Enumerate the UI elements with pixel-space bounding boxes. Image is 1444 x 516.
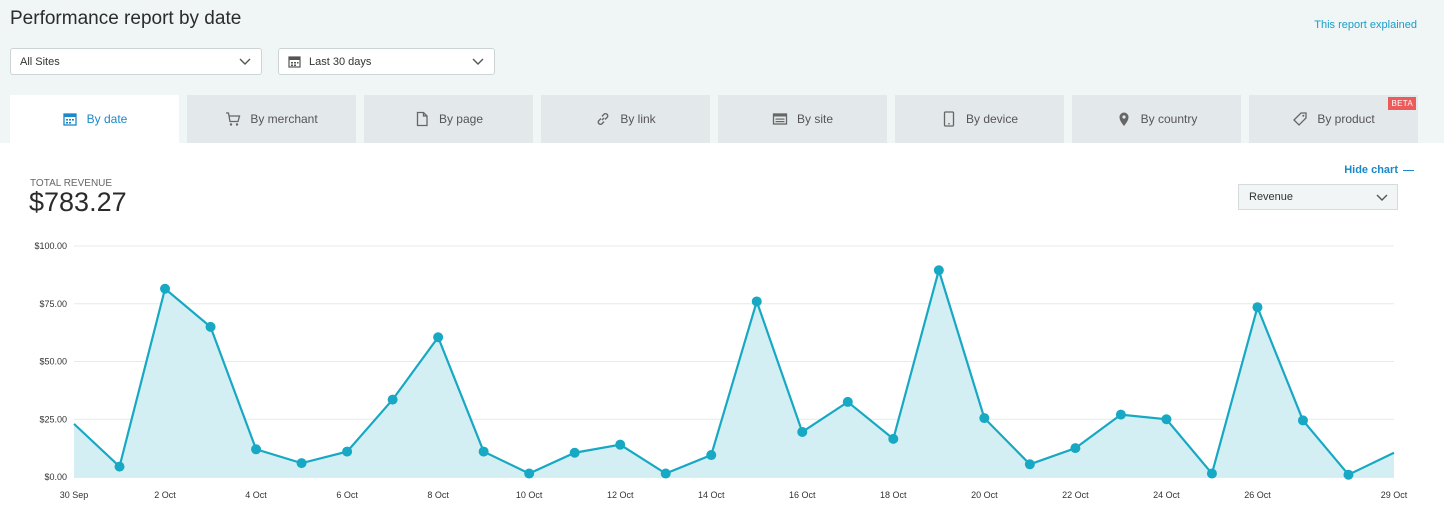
beta-badge: BETA — [1388, 97, 1416, 110]
tab-label: By page — [438, 112, 484, 126]
data-point — [296, 458, 307, 469]
report-header-area: Performance report by date This report e… — [0, 0, 1444, 143]
total-revenue-label: TOTAL REVENUE — [30, 178, 113, 189]
data-point — [933, 265, 944, 276]
data-point — [160, 283, 171, 294]
site-icon — [772, 113, 788, 125]
data-point — [387, 394, 398, 405]
metric-dropdown[interactable]: Revenue — [1238, 184, 1398, 210]
x-tick-label: 4 Oct — [245, 490, 267, 500]
data-point — [797, 426, 808, 437]
minus-icon — [1403, 170, 1414, 171]
tab-by-country[interactable]: By country — [1072, 95, 1241, 143]
page-icon — [416, 111, 428, 127]
data-point — [342, 446, 353, 457]
data-point — [979, 413, 990, 424]
data-point — [1161, 414, 1172, 425]
y-tick-label: $100.00 — [34, 241, 67, 251]
date-range-dropdown[interactable]: Last 30 days — [278, 48, 495, 75]
total-revenue-value: $783.27 — [29, 187, 127, 217]
date-range-value: Last 30 days — [309, 55, 372, 68]
report-explained-link[interactable]: This report explained — [1314, 19, 1417, 31]
calendar-icon — [62, 113, 77, 126]
report-tabs: By date By merchant By page By link By s… — [10, 95, 1426, 143]
data-point — [888, 433, 899, 444]
data-point — [1297, 415, 1308, 426]
data-point — [1252, 302, 1263, 313]
device-icon — [943, 111, 955, 127]
data-point — [251, 444, 262, 455]
data-point — [1024, 459, 1035, 470]
chevron-down-icon — [472, 58, 484, 65]
revenue-area — [74, 270, 1394, 477]
data-point — [1343, 469, 1354, 480]
data-point — [706, 450, 717, 461]
tab-by-link[interactable]: By link — [541, 95, 710, 143]
tab-by-site[interactable]: By site — [718, 95, 887, 143]
data-point — [660, 468, 671, 479]
x-tick-label: 24 Oct — [1153, 490, 1180, 500]
page-title: Performance report by date — [10, 8, 242, 29]
data-point — [433, 332, 444, 343]
x-tick-label: 30 Sep — [60, 490, 89, 500]
y-tick-label: $25.00 — [39, 414, 67, 424]
data-point — [1070, 443, 1081, 454]
sites-dropdown-value: All Sites — [20, 55, 60, 68]
cart-icon — [226, 112, 241, 126]
data-point — [1115, 409, 1126, 420]
tab-label: By date — [86, 112, 128, 126]
tab-label: By country — [1140, 112, 1198, 126]
revenue-line — [73, 266, 1395, 477]
data-point — [569, 447, 580, 458]
tab-by-page[interactable]: By page — [364, 95, 533, 143]
data-point — [751, 296, 762, 307]
data-point — [842, 396, 853, 407]
chevron-down-icon — [239, 58, 251, 65]
metric-dropdown-value: Revenue — [1249, 191, 1294, 203]
data-point — [524, 468, 535, 479]
tab-by-merchant[interactable]: By merchant — [187, 95, 356, 143]
tab-label: By merchant — [250, 112, 318, 126]
x-tick-label: 10 Oct — [516, 490, 543, 500]
revenue-chart: $0.00 $25.00 $50.00 $75.00 $100.00 30 Sep 2 Oc… — [34, 241, 1408, 500]
location-pin-icon — [1119, 112, 1129, 126]
x-tick-label: 29 Oct — [1381, 490, 1408, 500]
sites-dropdown[interactable]: All Sites — [10, 48, 262, 75]
tab-by-device[interactable]: By device — [895, 95, 1064, 143]
chevron-down-icon — [1376, 194, 1388, 201]
x-tick-label: 16 Oct — [789, 490, 816, 500]
x-tick-label: 6 Oct — [336, 490, 358, 500]
y-tick-label: $50.00 — [39, 357, 67, 367]
data-point — [615, 439, 626, 450]
y-tick-label: $75.00 — [39, 299, 67, 309]
x-tick-label: 22 Oct — [1062, 490, 1089, 500]
data-point — [1206, 468, 1217, 479]
tag-icon — [1293, 112, 1307, 126]
x-tick-label: 20 Oct — [971, 490, 998, 500]
data-point — [205, 321, 216, 332]
tab-by-product[interactable]: By product BETA — [1249, 95, 1418, 143]
tab-label: By link — [620, 112, 656, 126]
hide-chart-button[interactable]: Hide chart — [1344, 164, 1398, 176]
data-point — [114, 461, 125, 472]
tab-label: By site — [796, 112, 833, 126]
tab-label: By product — [1317, 112, 1375, 126]
x-tick-label: 18 Oct — [880, 490, 907, 500]
y-tick-label: $0.00 — [44, 472, 67, 482]
x-tick-label: 8 Oct — [427, 490, 449, 500]
tab-by-date[interactable]: By date — [10, 95, 179, 143]
tab-label: By device — [965, 112, 1019, 126]
calendar-icon — [288, 56, 301, 68]
x-tick-label: 14 Oct — [698, 490, 725, 500]
data-point — [478, 446, 489, 457]
link-icon — [597, 113, 609, 125]
x-tick-label: 26 Oct — [1244, 490, 1271, 500]
x-tick-label: 12 Oct — [607, 490, 634, 500]
x-tick-label: 2 Oct — [154, 490, 176, 500]
